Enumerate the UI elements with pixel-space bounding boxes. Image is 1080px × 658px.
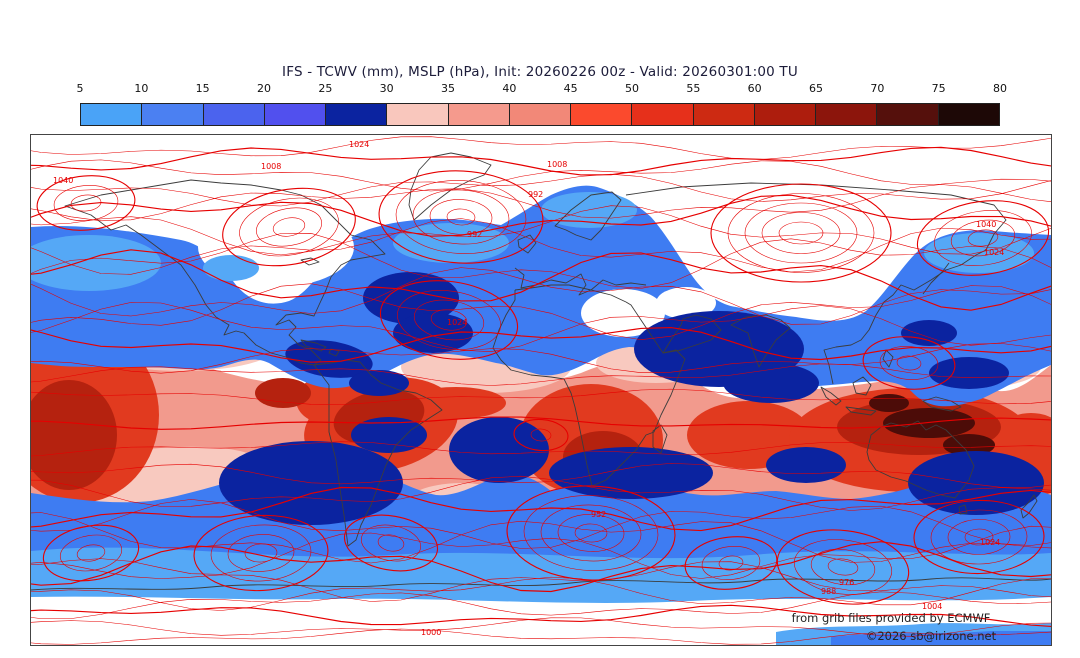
contour-label: 952 [591,510,606,519]
colorbar-tick-label: 80 [993,82,1007,95]
contour-label: 1024 [980,538,1000,547]
colorbar-segment [509,104,572,125]
colorbar-segment [326,104,388,125]
contour-label: 992 [467,230,482,239]
contour-label: 1000 [421,628,441,637]
mslp-contour-labels: 1024 1008 1040 1008 992 992 1040 1024 1024 952 102… [53,140,1004,637]
colorbar-tick-label: 70 [870,82,885,95]
colorbar-tick-label: 25 [318,82,333,95]
colorbar-tick-label: 35 [441,82,455,95]
contour-label: 976 [839,578,854,587]
mslp-contours-layer [31,136,1051,645]
contour-label: 992 [528,190,543,199]
colorbar-segment [81,104,143,125]
contour-label: 1024 [349,140,369,149]
colorbar-segment [448,104,510,125]
colorbar-tick-label: 45 [563,82,578,95]
tcwv-shading-layer [31,135,1051,645]
contour-label: 1024 [984,248,1004,257]
contour-label: 1008 [547,160,567,169]
colorbar-segment [693,104,755,125]
colorbar-tick-label: 60 [747,82,762,95]
attribution-source: from grib files provided by ECMWF [792,611,991,625]
colorbar-segment [938,104,999,125]
colorbar-tick-label: 20 [257,82,271,95]
contour-label: 1024 [447,318,467,327]
colorbar-segment [387,104,449,125]
colorbar-tick-label: 50 [625,82,639,95]
colorbar [80,103,1000,126]
colorbar-segment [877,104,939,125]
contour-label: 988 [821,587,836,596]
attribution-copyright: ©2026 sb@irizone.net [866,629,997,643]
colorbar-tick-label: 75 [931,82,946,95]
colorbar-tick-label: 10 [134,82,149,95]
colorbar-segment [264,104,327,125]
colorbar-segment [203,104,265,125]
colorbar-tick-label: 40 [502,82,517,95]
colorbar-segment [816,104,878,125]
colorbar-tick-label: 5 [76,82,84,95]
colorbar-tick-label: 55 [686,82,701,95]
colorbar-segment [632,104,694,125]
contour-label: 1008 [261,162,281,171]
colorbar-segment [142,104,204,125]
contour-label: 1040 [53,176,73,185]
colorbar-segment [571,104,633,125]
colorbar-tick-row: 5 10 15 20 25 30 35 40 45 50 55 60 65 70 75 80 [0,82,1080,98]
colorbar-tick-label: 30 [379,82,394,95]
map-canvas: 1024 1008 1040 1008 992 992 1040 1024 1024 952 102… [31,135,1051,645]
coastlines-layer [31,152,1051,591]
colorbar-tick-label: 15 [195,82,210,95]
colorbar-tick-label: 65 [809,82,823,95]
weather-map: 1024 1008 1040 1008 992 992 1040 1024 1024 952 102… [30,134,1052,646]
colorbar-segment [754,104,817,125]
chart-title: IFS - TCWV (mm), MSLP (hPa), Init: 20260… [282,64,798,80]
contour-label: 1040 [976,220,996,229]
contour-label: 1004 [922,602,942,611]
